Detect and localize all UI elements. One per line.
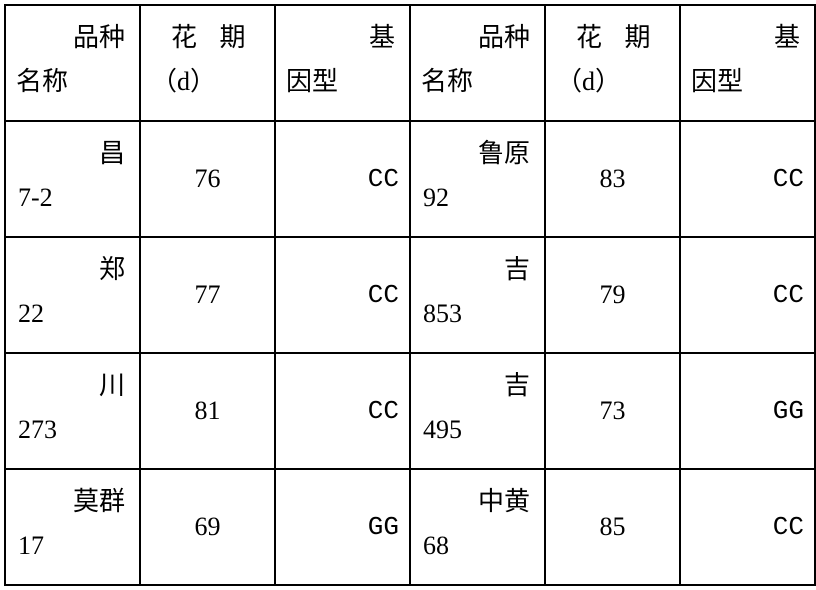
variety-name-text: 92 <box>421 180 534 216</box>
flowering-period-cell: 81 <box>140 353 275 469</box>
header-text: 名称 <box>16 64 129 100</box>
variety-name-cell: 吉 853 <box>410 237 545 353</box>
flowering-period-cell: 85 <box>545 469 680 585</box>
table-row: 川 273 81 CC 吉 495 73 GG <box>5 353 815 469</box>
header-text: 因型 <box>691 64 804 100</box>
variety-name-cell: 吉 495 <box>410 353 545 469</box>
variety-name-text: 鲁原 <box>421 136 534 172</box>
header-text: 基 <box>286 20 399 56</box>
table-row: 昌 7-2 76 CC 鲁原 92 83 CC <box>5 121 815 237</box>
header-text: 品种 <box>16 20 129 56</box>
table-header-row: 品种 名称 花 期 （d） 基 因型 品种 名称 花 期 （d） 基 因型 <box>5 5 815 121</box>
variety-name-text: 吉 <box>421 368 534 404</box>
variety-name-text: 川 <box>16 368 129 404</box>
flowering-period-cell: 73 <box>545 353 680 469</box>
variety-name-text: 68 <box>421 528 534 564</box>
header-text: 基 <box>691 20 804 56</box>
variety-name-text: 中黄 <box>421 484 534 520</box>
variety-name-text: 郑 <box>16 252 129 288</box>
flowering-period-cell: 69 <box>140 469 275 585</box>
variety-name-cell: 鲁原 92 <box>410 121 545 237</box>
variety-name-cell: 莫群 17 <box>5 469 140 585</box>
variety-name-text: 853 <box>421 296 534 332</box>
genotype-cell: CC <box>275 353 410 469</box>
variety-name-cell: 昌 7-2 <box>5 121 140 237</box>
flowering-period-cell: 76 <box>140 121 275 237</box>
header-genotype-1: 基 因型 <box>275 5 410 121</box>
variety-name-text: 22 <box>16 296 129 332</box>
variety-name-text: 昌 <box>16 136 129 172</box>
header-variety-name-2: 品种 名称 <box>410 5 545 121</box>
header-text: 因型 <box>286 64 399 100</box>
genotype-cell: CC <box>275 121 410 237</box>
table-row: 莫群 17 69 GG 中黄 68 85 CC <box>5 469 815 585</box>
variety-name-text: 495 <box>421 412 534 448</box>
flowering-period-cell: 83 <box>545 121 680 237</box>
genotype-cell: GG <box>680 353 815 469</box>
data-table: 品种 名称 花 期 （d） 基 因型 品种 名称 花 期 （d） 基 因型 昌 … <box>4 4 816 586</box>
header-genotype-2: 基 因型 <box>680 5 815 121</box>
header-text: （d） <box>151 64 264 100</box>
flowering-period-cell: 79 <box>545 237 680 353</box>
genotype-cell: CC <box>680 237 815 353</box>
variety-name-text: 吉 <box>421 252 534 288</box>
table-row: 郑 22 77 CC 吉 853 79 CC <box>5 237 815 353</box>
header-variety-name-1: 品种 名称 <box>5 5 140 121</box>
header-text: （d） <box>556 64 669 100</box>
genotype-cell: CC <box>680 121 815 237</box>
variety-name-text: 莫群 <box>16 484 129 520</box>
genotype-cell: GG <box>275 469 410 585</box>
variety-name-cell: 中黄 68 <box>410 469 545 585</box>
header-text: 名称 <box>421 64 534 100</box>
header-text: 品种 <box>421 20 534 56</box>
genotype-cell: CC <box>275 237 410 353</box>
header-flowering-period-1: 花 期 （d） <box>140 5 275 121</box>
variety-name-cell: 郑 22 <box>5 237 140 353</box>
header-flowering-period-2: 花 期 （d） <box>545 5 680 121</box>
header-text: 花 期 <box>556 20 669 56</box>
variety-name-text: 7-2 <box>16 180 129 216</box>
variety-name-text: 17 <box>16 528 129 564</box>
variety-name-cell: 川 273 <box>5 353 140 469</box>
genotype-cell: CC <box>680 469 815 585</box>
flowering-period-cell: 77 <box>140 237 275 353</box>
header-text: 花 期 <box>151 20 264 56</box>
variety-name-text: 273 <box>16 412 129 448</box>
